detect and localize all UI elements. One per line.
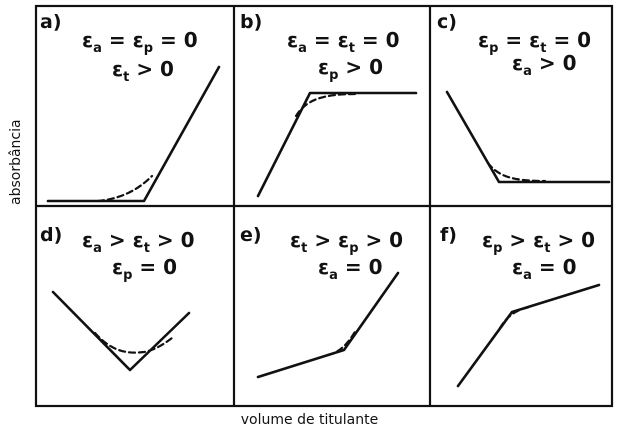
panel-d: d) εa > εt > 0 εp = 0 — [40, 224, 195, 372]
panel-tag: a) — [40, 11, 62, 33]
titration-curve — [445, 90, 611, 184]
curvature-dash — [294, 92, 358, 118]
panel-e: e) εt > εp > 0 εa = 0 — [240, 224, 403, 379]
condition-line-2: εa = 0 — [318, 255, 383, 283]
titration-curve — [51, 290, 191, 372]
panel-tag: b) — [240, 11, 262, 33]
panel-f: f) εp > εt > 0 εa = 0 — [440, 224, 601, 388]
condition-line-2: εp = 0 — [112, 255, 177, 283]
condition-line-1: εa = εp = 0 — [82, 28, 198, 56]
panel-c: c) εp = εt = 0 εa > 0 — [437, 11, 611, 184]
condition-line-1: εt > εp > 0 — [290, 228, 403, 256]
condition-line-1: εa > εt > 0 — [82, 228, 195, 256]
panel-tag: f) — [440, 224, 457, 246]
titration-curve — [256, 91, 418, 198]
titration-curve — [456, 283, 601, 388]
condition-line-2: εp > 0 — [318, 55, 383, 83]
condition-line-1: εp > εt > 0 — [482, 228, 595, 256]
curvature-dash — [486, 161, 547, 183]
panel-tag: d) — [40, 224, 62, 246]
panel-b: b) εa = εt = 0 εp > 0 — [240, 11, 418, 198]
condition-line-2: εt > 0 — [112, 57, 174, 85]
panel-tag: c) — [437, 11, 457, 33]
titration-curve — [256, 271, 400, 379]
condition-line-2: εa > 0 — [512, 51, 577, 79]
curvature-dash — [326, 328, 358, 357]
curvature-dash — [498, 305, 532, 330]
condition-line-1: εa = εt = 0 — [287, 28, 400, 56]
titration-curve — [46, 65, 221, 203]
y-axis-label: absorbância — [8, 119, 24, 205]
condition-line-2: εa = 0 — [512, 255, 577, 283]
panel-tag: e) — [240, 224, 262, 246]
x-axis-label: volume de titulante — [240, 412, 379, 428]
panel-a: a) εa = εp = 0 εt > 0 — [40, 11, 221, 203]
curvature-dash — [93, 331, 174, 354]
curvature-dash — [96, 174, 154, 203]
